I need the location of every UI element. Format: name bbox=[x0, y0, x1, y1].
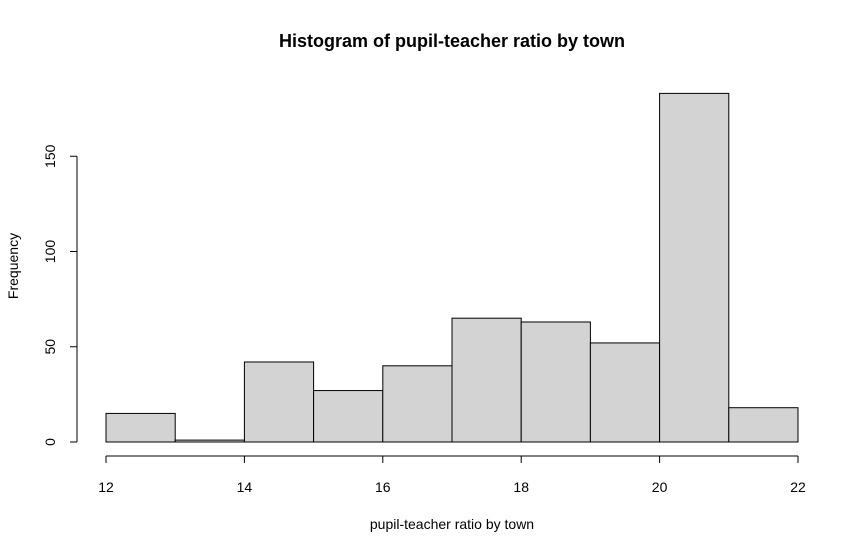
x-tick-label-18: 18 bbox=[513, 479, 529, 495]
histogram-bar-8 bbox=[659, 92, 730, 443]
histogram-bar-0 bbox=[105, 412, 176, 443]
x-tick-label-22: 22 bbox=[790, 479, 806, 495]
y-axis: 0 50 100 150 bbox=[42, 144, 78, 446]
histogram-bar-3 bbox=[313, 390, 384, 443]
x-tick-label-14: 14 bbox=[237, 479, 253, 495]
y-tick-label-50: 50 bbox=[42, 339, 58, 355]
histogram-bar-2 bbox=[243, 361, 315, 443]
histogram-bar-5 bbox=[451, 317, 522, 443]
x-tick-label-12: 12 bbox=[98, 479, 114, 495]
x-tick-label-20: 20 bbox=[652, 479, 668, 495]
y-tick-label-150: 150 bbox=[42, 144, 58, 168]
x-tick-label-16: 16 bbox=[375, 479, 391, 495]
bars-group bbox=[105, 92, 799, 443]
histogram-bar-4 bbox=[382, 365, 453, 443]
histogram-bar-6 bbox=[520, 321, 591, 443]
x-axis-label: pupil-teacher ratio by town bbox=[370, 516, 534, 532]
histogram-bar-7 bbox=[589, 342, 661, 443]
histogram-bar-9 bbox=[728, 407, 799, 443]
x-axis: 12 14 16 18 20 22 bbox=[98, 455, 806, 495]
chart-title: Histogram of pupil-teacher ratio by town bbox=[279, 31, 625, 51]
y-tick-label-0: 0 bbox=[42, 438, 58, 446]
histogram-bar-1 bbox=[174, 439, 245, 443]
y-tick-label-100: 100 bbox=[42, 240, 58, 264]
y-axis-label: Frequency bbox=[5, 233, 21, 299]
